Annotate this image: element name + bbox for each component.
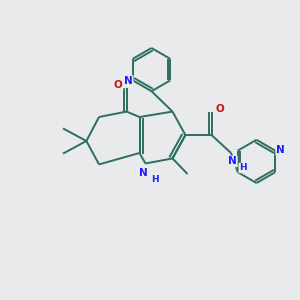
Text: H: H: [151, 175, 159, 184]
Text: N: N: [139, 168, 148, 178]
Text: N: N: [228, 156, 237, 167]
Text: H: H: [239, 164, 247, 172]
Text: O: O: [114, 80, 123, 90]
Text: N: N: [124, 76, 133, 86]
Text: N: N: [276, 145, 285, 155]
Text: O: O: [215, 103, 224, 114]
